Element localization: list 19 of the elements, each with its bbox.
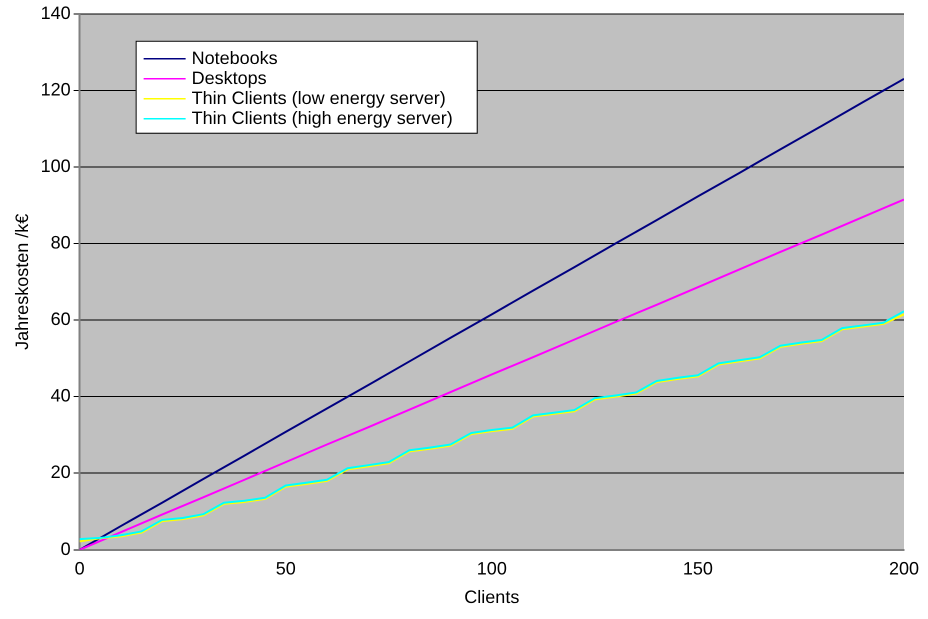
legend-label: Thin Clients (high energy server) [192, 108, 453, 128]
x-tick-label: 150 [682, 558, 713, 579]
y-tick-label: 120 [40, 79, 71, 100]
x-tick-label: 0 [74, 558, 85, 579]
y-tick-label: 80 [50, 232, 71, 252]
legend-label: Thin Clients (low energy server) [192, 88, 446, 108]
y-tick-label: 60 [50, 309, 71, 330]
legend-label: Desktops [192, 68, 267, 88]
y-tick-label: 100 [40, 156, 71, 176]
x-tick-label: 200 [888, 558, 920, 579]
y-tick-label: 40 [50, 386, 71, 406]
x-tick-label: 50 [276, 558, 296, 579]
x-axis-title: Clients [464, 587, 520, 608]
legend-label: Notebooks [192, 48, 278, 68]
x-tick-label: 100 [476, 558, 507, 579]
y-tick-label: 20 [50, 462, 71, 482]
y-tick-label: 140 [40, 2, 71, 23]
y-tick-label: 0 [60, 538, 71, 559]
y-axis-title: Jahreskosten /k€ [12, 214, 32, 350]
